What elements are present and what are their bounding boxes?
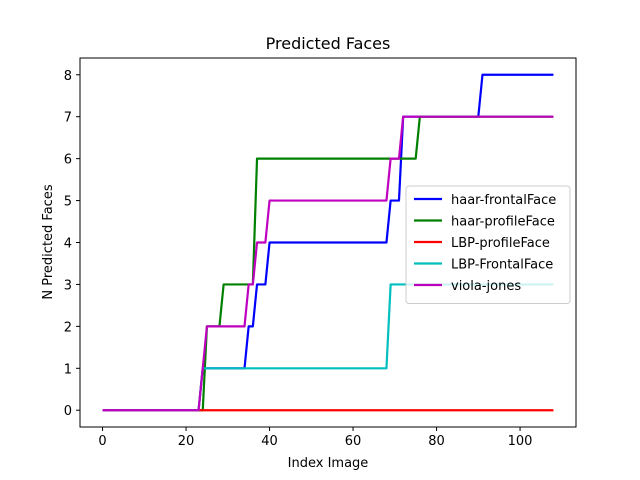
legend-label-viola-jones: viola-jones (451, 279, 521, 294)
x-tick-label: 40 (261, 434, 278, 449)
legend-box (405, 185, 571, 304)
legend: haar-frontalFace haar-profileFace LBP-prof… (405, 185, 571, 304)
y-tick-label: 1 (64, 362, 72, 377)
x-axis-ticks: 0 20 40 60 80 100 (98, 427, 532, 449)
x-tick-label: 20 (178, 434, 195, 449)
y-tick-label: 8 (64, 69, 72, 84)
y-axis-label: N Predicted Faces (41, 184, 56, 299)
y-tick-label: 7 (64, 111, 72, 126)
x-tick-label: 60 (345, 434, 362, 449)
legend-label-haar-profileface: haar-profileFace (451, 215, 555, 230)
y-tick-label: 3 (64, 278, 72, 293)
y-axis-ticks: 0 1 2 3 4 5 6 7 8 (64, 69, 80, 419)
y-tick-label: 0 (64, 404, 72, 419)
x-tick-label: 100 (508, 434, 533, 449)
legend-label-lbp-profileface: LBP-profileFace (451, 236, 550, 251)
y-tick-label: 4 (64, 237, 72, 252)
x-tick-label: 80 (428, 434, 445, 449)
series-line-viola-jones (102, 115, 554, 412)
legend-label-haar-frontalface: haar-frontalFace (451, 193, 556, 208)
y-tick-label: 2 (64, 320, 72, 335)
plot-lines (102, 73, 554, 412)
x-axis-label: Index Image (288, 456, 369, 471)
y-tick-label: 5 (64, 195, 72, 210)
chart-title: Predicted Faces (266, 34, 391, 53)
x-tick-label: 0 (98, 434, 106, 449)
legend-label-lbp-frontalface: LBP-FrontalFace (451, 258, 553, 273)
y-tick-label: 6 (64, 153, 72, 168)
